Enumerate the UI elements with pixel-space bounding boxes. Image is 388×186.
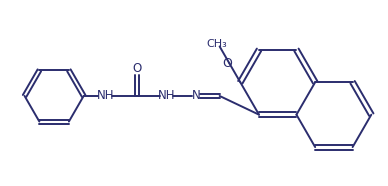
Text: N: N <box>192 89 200 102</box>
Text: CH₃: CH₃ <box>206 39 227 49</box>
Text: O: O <box>223 57 232 70</box>
Text: NH: NH <box>158 89 175 102</box>
Text: O: O <box>132 62 142 75</box>
Text: NH: NH <box>97 89 114 102</box>
